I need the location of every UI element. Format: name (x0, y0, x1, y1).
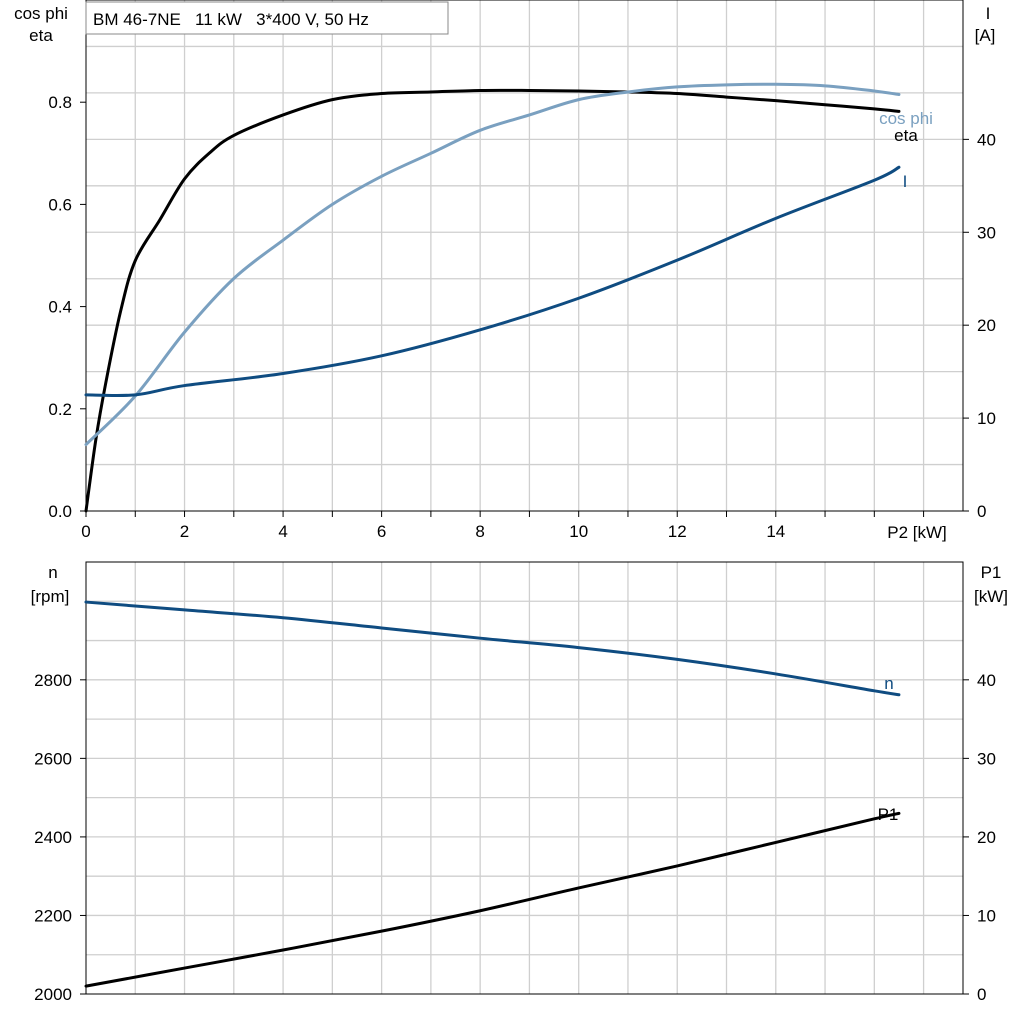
n-curve-label: n (884, 674, 893, 693)
top-right-axis-label-2: [A] (975, 26, 996, 45)
x-tick-label: 2 (180, 522, 189, 541)
bottom-right-tick-label: 10 (977, 906, 996, 925)
bottom-right-tick-label: 30 (977, 749, 996, 768)
top-plot-frame (85, 0, 964, 512)
bottom-right-tick-label: 40 (977, 671, 996, 690)
chart-title: BM 46-7NE 11 kW 3*400 V, 50 Hz (93, 10, 369, 29)
x-axis-label: P2 [kW] (887, 523, 947, 542)
top-right-axis-label-1: I (986, 4, 991, 23)
top-left-axis-label-1: cos phi (14, 4, 68, 23)
x-tick-label: 12 (668, 522, 687, 541)
bottom-panel: 2000 2200 2400 2600 2800 0 10 20 30 40 n [rpm] P1… (31, 561, 1008, 1004)
bottom-right-axis-label-2: [kW] (974, 587, 1008, 606)
bottom-left-axis-label-1: n (48, 563, 57, 582)
bottom-plot-frame (85, 561, 964, 995)
current-curve-label: I (903, 172, 908, 191)
bottom-left-tick-label: 2000 (34, 985, 72, 1004)
x-tick-label: 8 (475, 522, 484, 541)
x-tick-label: 0 (81, 522, 90, 541)
top-axes: 0.0 0.2 0.4 0.6 0.8 0 10 20 30 40 0 2 4 6 8 10 12 14 (48, 93, 996, 541)
bottom-left-tick-label: 2600 (34, 749, 72, 768)
top-right-tick-label: 10 (977, 409, 996, 428)
top-right-tick-label: 0 (977, 502, 986, 521)
top-grid (86, 0, 963, 511)
bottom-right-axis-label-1: P1 (981, 563, 1002, 582)
top-right-tick-label: 30 (977, 223, 996, 242)
series-eta-line (84, 88, 901, 513)
series-n-line (84, 600, 901, 697)
top-right-tick-label: 20 (977, 316, 996, 335)
top-series (84, 82, 901, 513)
bottom-axes: 2000 2200 2400 2600 2800 0 10 20 30 40 (34, 671, 996, 1004)
top-right-tick-label: 40 (977, 130, 996, 149)
chart-title-box (85, 1, 449, 35)
top-panel: 0.0 0.2 0.4 0.6 0.8 0 10 20 30 40 0 2 4 6 8 10 12 14 BM 4… (14, 0, 996, 542)
series-i-line (84, 165, 901, 398)
series-p1-line (84, 811, 901, 988)
bottom-left-axis-label-2: [rpm] (31, 587, 70, 606)
eta-curve-label: eta (894, 126, 918, 145)
top-left-tick-label: 0.0 (48, 502, 72, 521)
top-left-tick-label: 0.6 (48, 195, 72, 214)
x-tick-label: 14 (766, 522, 785, 541)
cos-phi-curve-label: cos phi (879, 109, 933, 128)
top-left-tick-label: 0.4 (48, 298, 72, 317)
x-tick-label: 6 (377, 522, 386, 541)
series-cos-phi-line (84, 82, 901, 447)
bottom-right-tick-label: 0 (977, 985, 986, 1004)
bottom-left-tick-label: 2200 (34, 906, 72, 925)
x-tick-label: 4 (278, 522, 287, 541)
top-left-axis-label-2: eta (29, 26, 53, 45)
p1-curve-label: P1 (878, 805, 899, 824)
bottom-right-tick-label: 20 (977, 828, 996, 847)
bottom-left-tick-label: 2400 (34, 828, 72, 847)
bottom-left-tick-label: 2800 (34, 671, 72, 690)
bottom-series (84, 600, 901, 988)
x-tick-label: 10 (569, 522, 588, 541)
bottom-grid (86, 562, 963, 994)
top-left-tick-label: 0.8 (48, 93, 72, 112)
top-left-tick-label: 0.2 (48, 400, 72, 419)
